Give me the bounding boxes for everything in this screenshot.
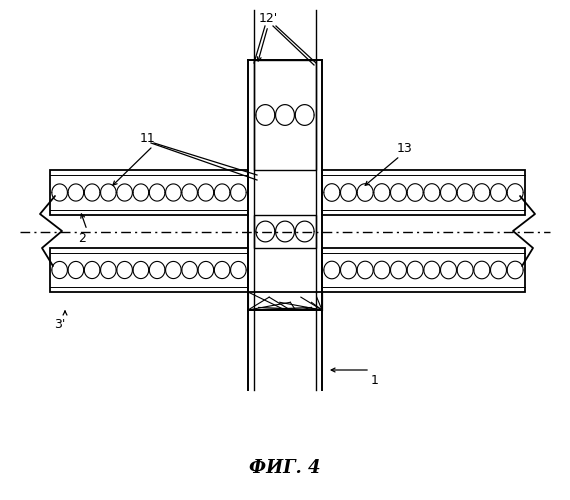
Text: 12': 12' <box>258 12 278 24</box>
Bar <box>50 170 248 215</box>
Bar <box>254 215 316 248</box>
Bar <box>322 170 525 215</box>
Bar <box>254 60 316 170</box>
Text: 3': 3' <box>54 318 66 332</box>
Text: 11: 11 <box>140 132 156 144</box>
Bar <box>50 248 248 292</box>
Text: 13: 13 <box>397 142 413 154</box>
Text: 1: 1 <box>371 374 379 386</box>
Bar <box>322 248 525 292</box>
Text: ФИГ. 4: ФИГ. 4 <box>249 459 321 477</box>
Text: 2: 2 <box>78 232 86 244</box>
